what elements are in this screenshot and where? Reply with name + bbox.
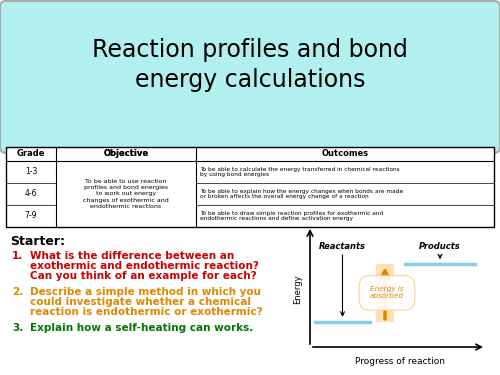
Text: 1.: 1.: [12, 251, 23, 261]
Text: Reactants: Reactants: [319, 242, 366, 251]
Text: To be able to explain how the energy changes when bonds are made
or broken affec: To be able to explain how the energy cha…: [200, 189, 403, 200]
Text: Reaction profiles and bond: Reaction profiles and bond: [92, 38, 408, 62]
Text: To be able to use reaction
profiles and bond energies
to work out energy
changes: To be able to use reaction profiles and …: [83, 179, 169, 209]
Text: 1-3: 1-3: [25, 168, 37, 177]
Text: Starter:: Starter:: [10, 235, 65, 248]
Text: 2.: 2.: [12, 287, 23, 297]
Text: Objective: Objective: [104, 150, 148, 159]
Text: Energy: Energy: [294, 274, 302, 304]
Text: Can you think of an example for each?: Can you think of an example for each?: [30, 271, 256, 281]
Text: To be able to calculate the energy transferred in chemical reactions
by using bo: To be able to calculate the energy trans…: [200, 166, 400, 177]
FancyBboxPatch shape: [0, 1, 500, 153]
Bar: [6, 147, 494, 227]
Text: Grade: Grade: [17, 150, 45, 159]
Text: energy calculations: energy calculations: [135, 68, 365, 92]
Bar: [376, 264, 394, 322]
Text: exothermic and endothermic reaction?: exothermic and endothermic reaction?: [30, 261, 259, 271]
Text: Progress of reaction: Progress of reaction: [355, 357, 445, 366]
Text: Products: Products: [419, 242, 461, 251]
Text: could investigate whether a chemical: could investigate whether a chemical: [30, 297, 251, 307]
Text: Objective: Objective: [104, 150, 148, 159]
Text: 7-9: 7-9: [25, 211, 37, 220]
Text: 3.: 3.: [12, 323, 23, 333]
Text: Describe a simple method in which you: Describe a simple method in which you: [30, 287, 261, 297]
Text: What is the difference between an: What is the difference between an: [30, 251, 234, 261]
Text: Energy is
absorbed: Energy is absorbed: [370, 286, 404, 300]
Text: Explain how a self-heating can works.: Explain how a self-heating can works.: [30, 323, 254, 333]
Text: To be able to draw simple reaction profiles for exothermic and
endothermic react: To be able to draw simple reaction profi…: [200, 211, 384, 221]
Text: Outcomes: Outcomes: [322, 150, 368, 159]
Text: 4-6: 4-6: [25, 189, 37, 198]
Text: reaction is endothermic or exothermic?: reaction is endothermic or exothermic?: [30, 307, 262, 317]
